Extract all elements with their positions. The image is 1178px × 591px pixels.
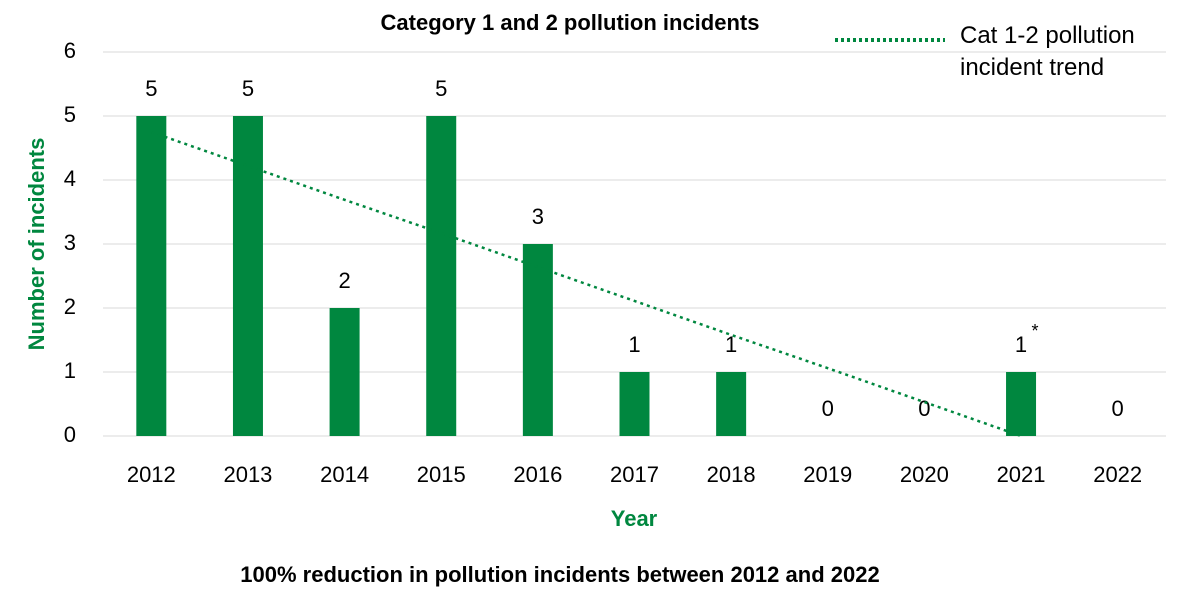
x-tick-label: 2021 [997,462,1046,487]
bar [232,116,263,436]
bar [329,308,360,436]
y-tick-label: 3 [64,230,76,255]
data-label: 0 [1112,396,1124,421]
data-label: 2 [338,268,350,293]
bar [522,244,553,436]
x-tick-label: 2015 [417,462,466,487]
x-tick-label: 2020 [900,462,949,487]
x-tick-label: 2019 [803,462,852,487]
data-label: 3 [532,204,544,229]
y-axis-label: Number of incidents [24,138,49,351]
chart-subtitle: 100% reduction in pollution incidents be… [240,562,879,587]
bar [426,116,457,436]
x-tick-label: 2014 [320,462,369,487]
data-label: 1 [628,332,640,357]
y-tick-label: 1 [64,358,76,383]
data-label: 5 [145,76,157,101]
bar [136,116,167,436]
x-axis-label: Year [611,506,658,531]
y-tick-label: 4 [64,166,76,191]
x-tick-label: 2012 [127,462,176,487]
x-tick-label: 2018 [707,462,756,487]
x-tick-label: 2013 [223,462,272,487]
data-label: 1 [1015,332,1027,357]
bar [1006,372,1037,436]
legend-label: Cat 1-2 pollution incident trend [960,22,1135,81]
y-tick-label: 6 [64,38,76,63]
x-tick-label: 2022 [1093,462,1142,487]
trend-line [150,130,1022,438]
bar [716,372,747,436]
data-label: 5 [435,76,447,101]
y-tick-label: 2 [64,294,76,319]
data-label: 5 [242,76,254,101]
chart-title: Category 1 and 2 pollution incidents [381,10,760,35]
bar [619,372,650,436]
x-tick-label: 2016 [513,462,562,487]
data-label: 0 [822,396,834,421]
data-label: 1 [725,332,737,357]
x-tick-label: 2017 [610,462,659,487]
y-tick-label: 5 [64,102,76,127]
y-tick-label: 0 [64,422,76,447]
annotation: * [1032,321,1039,341]
